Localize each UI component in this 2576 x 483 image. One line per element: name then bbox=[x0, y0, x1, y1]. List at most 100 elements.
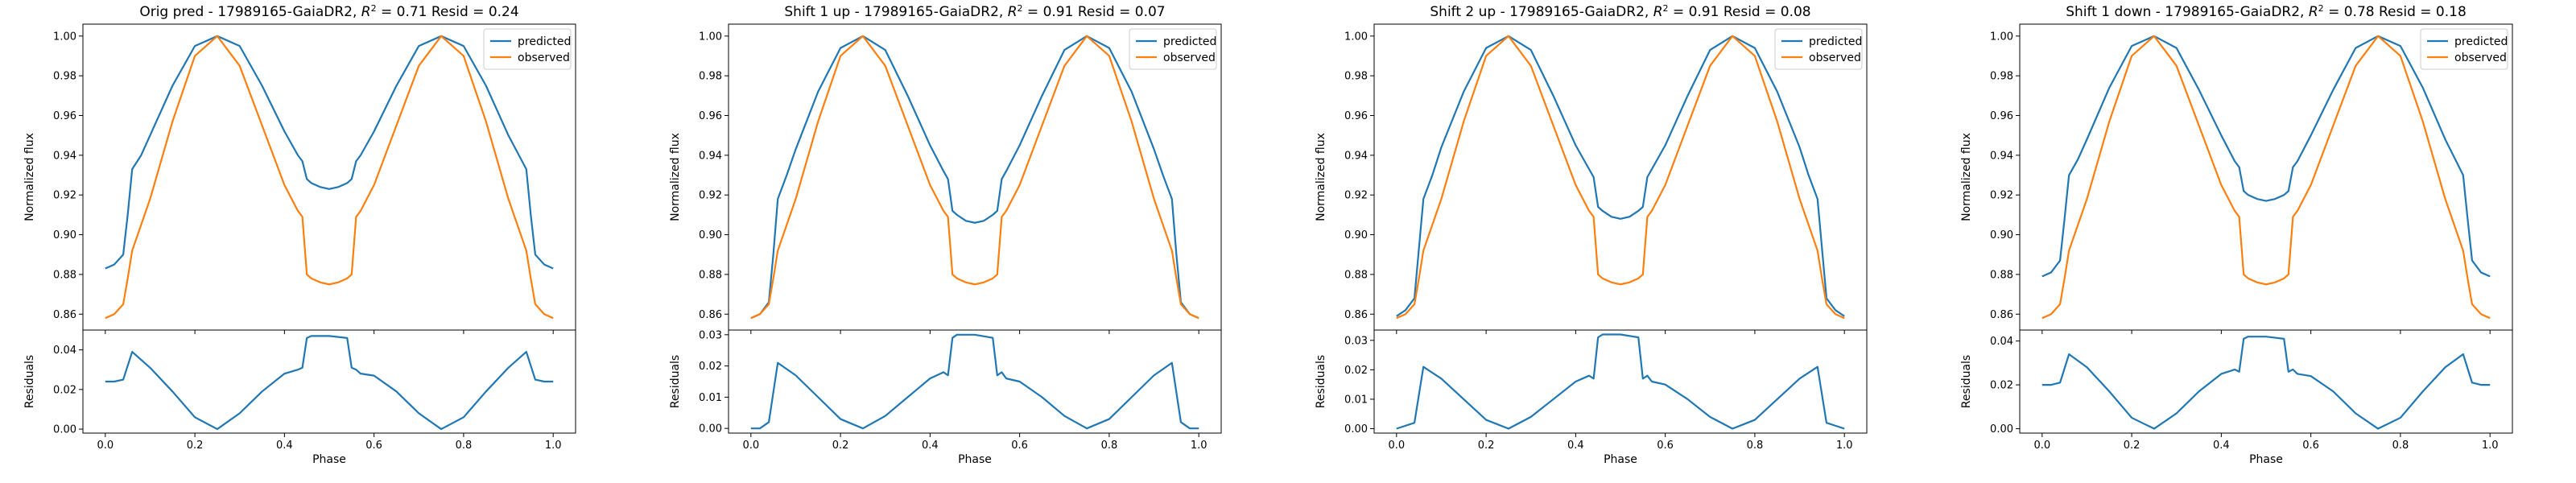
residuals-y-tick-label: 0.01 bbox=[1344, 394, 1368, 406]
chart-title-r-symbol: R bbox=[1008, 4, 1018, 20]
x-tick-label: 0.4 bbox=[922, 440, 939, 452]
chart-title-prefix: Shift 1 down - 17989165-GaiaDR2, bbox=[2066, 4, 2309, 20]
observed-flux-line bbox=[1396, 35, 1845, 320]
chart-title-r2: = 0.91 bbox=[1669, 4, 1719, 20]
x-tick-label: 0.2 bbox=[1478, 440, 1495, 452]
residuals-y-tick-label: 0.00 bbox=[53, 424, 76, 436]
flux-y-tick-label: 0.94 bbox=[53, 150, 76, 162]
chart-title: Orig pred - 17989165-GaiaDR2, R2 = 0.71 … bbox=[139, 3, 518, 21]
x-axis-label: Phase bbox=[1604, 453, 1637, 466]
flux-y-tick-label: 0.88 bbox=[1990, 269, 2013, 281]
chart-title-prefix: Shift 1 up - 17989165-GaiaDR2, bbox=[784, 4, 1007, 20]
residuals-axes-frame bbox=[82, 329, 576, 434]
flux-y-tick-label: 0.98 bbox=[1344, 71, 1368, 83]
residuals-y-tick-label: 0.03 bbox=[1344, 335, 1368, 347]
chart-title-prefix: Shift 2 up - 17989165-GaiaDR2, bbox=[1430, 4, 1653, 20]
flux-y-tick-label: 0.96 bbox=[1990, 110, 2013, 122]
legend-box bbox=[1129, 28, 1217, 70]
residuals-y-tick-label: 0.03 bbox=[699, 329, 722, 341]
flux-y-tick-label: 0.94 bbox=[699, 150, 722, 162]
chart-title-r2: = 0.78 bbox=[2324, 4, 2375, 20]
residuals-y-tick-label: 0.00 bbox=[699, 423, 722, 436]
predicted-flux-line bbox=[2041, 35, 2491, 278]
residuals-y-tick-label: 0.01 bbox=[699, 392, 722, 404]
flux-y-tick-label: 0.92 bbox=[1990, 190, 2013, 202]
x-axis-label: Phase bbox=[958, 453, 992, 466]
flux-y-tick-label: 0.88 bbox=[1344, 269, 1368, 281]
x-tick-label: 0.2 bbox=[187, 440, 204, 452]
observed-flux-line bbox=[2041, 35, 2491, 320]
flux-y-tick-label: 0.88 bbox=[699, 269, 722, 281]
x-tick-label: 0.6 bbox=[1011, 440, 1028, 452]
chart-title-resid: Resid = 0.18 bbox=[2375, 4, 2467, 20]
chart-title-r-exponent: 2 bbox=[1663, 3, 1669, 14]
residuals-y-axis-label: Residuals bbox=[669, 355, 682, 408]
residuals-y-axis-label: Residuals bbox=[1315, 355, 1327, 408]
residuals-axes-frame bbox=[1373, 329, 1868, 434]
x-tick-label: 0.8 bbox=[1101, 440, 1118, 452]
flux-y-tick-label: 0.94 bbox=[1344, 150, 1368, 162]
predicted-flux-line bbox=[750, 35, 1199, 320]
flux-y-tick-label: 0.94 bbox=[1990, 150, 2013, 162]
x-tick-label: 1.0 bbox=[545, 440, 562, 452]
chart-title-resid: Resid = 0.07 bbox=[1073, 4, 1165, 20]
x-tick-label: 1.0 bbox=[1191, 440, 1208, 452]
predicted-flux-line bbox=[1396, 35, 1845, 317]
flux-y-tick-label: 1.00 bbox=[53, 31, 76, 43]
legend-label-predicted: predicted bbox=[518, 35, 571, 48]
chart-title-r2: = 0.71 bbox=[377, 4, 427, 20]
residuals-axes-frame bbox=[728, 329, 1222, 434]
flux-y-tick-label: 0.86 bbox=[1990, 309, 2013, 321]
chart-title: Shift 1 up - 17989165-GaiaDR2, R2 = 0.91… bbox=[784, 3, 1165, 21]
predicted-flux-line bbox=[105, 35, 554, 270]
chart-title-resid: Resid = 0.08 bbox=[1719, 4, 1810, 20]
flux-y-axis-label: Normalized flux bbox=[1315, 133, 1327, 221]
flux-y-tick-label: 0.90 bbox=[1344, 229, 1368, 242]
legend-box bbox=[483, 28, 572, 70]
chart-title-r-exponent: 2 bbox=[2318, 3, 2324, 14]
x-tick-label: 0.0 bbox=[742, 440, 759, 452]
residuals-axes-frame bbox=[2019, 329, 2513, 434]
legend-label-observed: observed bbox=[1163, 52, 1216, 64]
flux-y-tick-label: 0.92 bbox=[1344, 190, 1368, 202]
flux-y-tick-label: 1.00 bbox=[1344, 31, 1368, 43]
flux-y-axis-label: Normalized flux bbox=[1960, 133, 1973, 221]
residuals-y-tick-label: 0.04 bbox=[53, 345, 76, 357]
x-tick-label: 0.2 bbox=[832, 440, 849, 452]
residuals-y-tick-label: 0.02 bbox=[1344, 365, 1368, 377]
x-tick-label: 0.6 bbox=[1657, 440, 1674, 452]
chart-title: Shift 1 down - 17989165-GaiaDR2, R2 = 0.… bbox=[2066, 3, 2467, 21]
x-tick-label: 0.6 bbox=[365, 440, 382, 452]
residuals-y-tick-label: 0.02 bbox=[53, 384, 76, 396]
legend-box bbox=[1774, 28, 1863, 70]
chart-title: Shift 2 up - 17989165-GaiaDR2, R2 = 0.91… bbox=[1430, 3, 1810, 21]
flux-y-tick-label: 0.86 bbox=[53, 309, 76, 321]
x-tick-label: 0.8 bbox=[2392, 440, 2409, 452]
flux-y-axis-label: Normalized flux bbox=[23, 133, 36, 221]
flux-y-tick-label: 0.90 bbox=[1990, 229, 2013, 242]
x-tick-label: 0.4 bbox=[276, 440, 293, 452]
flux-y-tick-label: 0.98 bbox=[1990, 71, 2013, 83]
flux-y-tick-label: 0.96 bbox=[699, 110, 722, 122]
chart-panel-1: Orig pred - 17989165-GaiaDR2, R2 = 0.71 … bbox=[23, 3, 576, 466]
legend-label-observed: observed bbox=[518, 52, 570, 64]
residuals-y-axis-label: Residuals bbox=[1960, 355, 1973, 408]
legend-label-observed: observed bbox=[2454, 52, 2507, 64]
x-tick-label: 0.6 bbox=[2302, 440, 2319, 452]
residuals-y-tick-label: 0.02 bbox=[699, 361, 722, 373]
x-tick-label: 1.0 bbox=[1836, 440, 1853, 452]
residuals-line bbox=[2041, 336, 2491, 430]
chart-title-r-exponent: 2 bbox=[371, 3, 377, 14]
x-tick-label: 0.2 bbox=[2124, 440, 2140, 452]
legend-label-predicted: predicted bbox=[1163, 35, 1216, 48]
chart-panel-4: Shift 1 down - 17989165-GaiaDR2, R2 = 0.… bbox=[1960, 3, 2513, 466]
residuals-y-axis-label: Residuals bbox=[23, 355, 36, 408]
chart-title-r-symbol: R bbox=[361, 4, 371, 20]
flux-y-tick-label: 1.00 bbox=[699, 31, 722, 43]
flux-y-tick-label: 0.86 bbox=[1344, 309, 1368, 321]
x-axis-label: Phase bbox=[2249, 453, 2283, 466]
chart-panel-2: Shift 1 up - 17989165-GaiaDR2, R2 = 0.91… bbox=[669, 3, 1222, 466]
observed-flux-line bbox=[750, 35, 1199, 320]
residuals-y-tick-label: 0.00 bbox=[1990, 423, 2013, 436]
chart-title-resid: Resid = 0.24 bbox=[427, 4, 518, 20]
